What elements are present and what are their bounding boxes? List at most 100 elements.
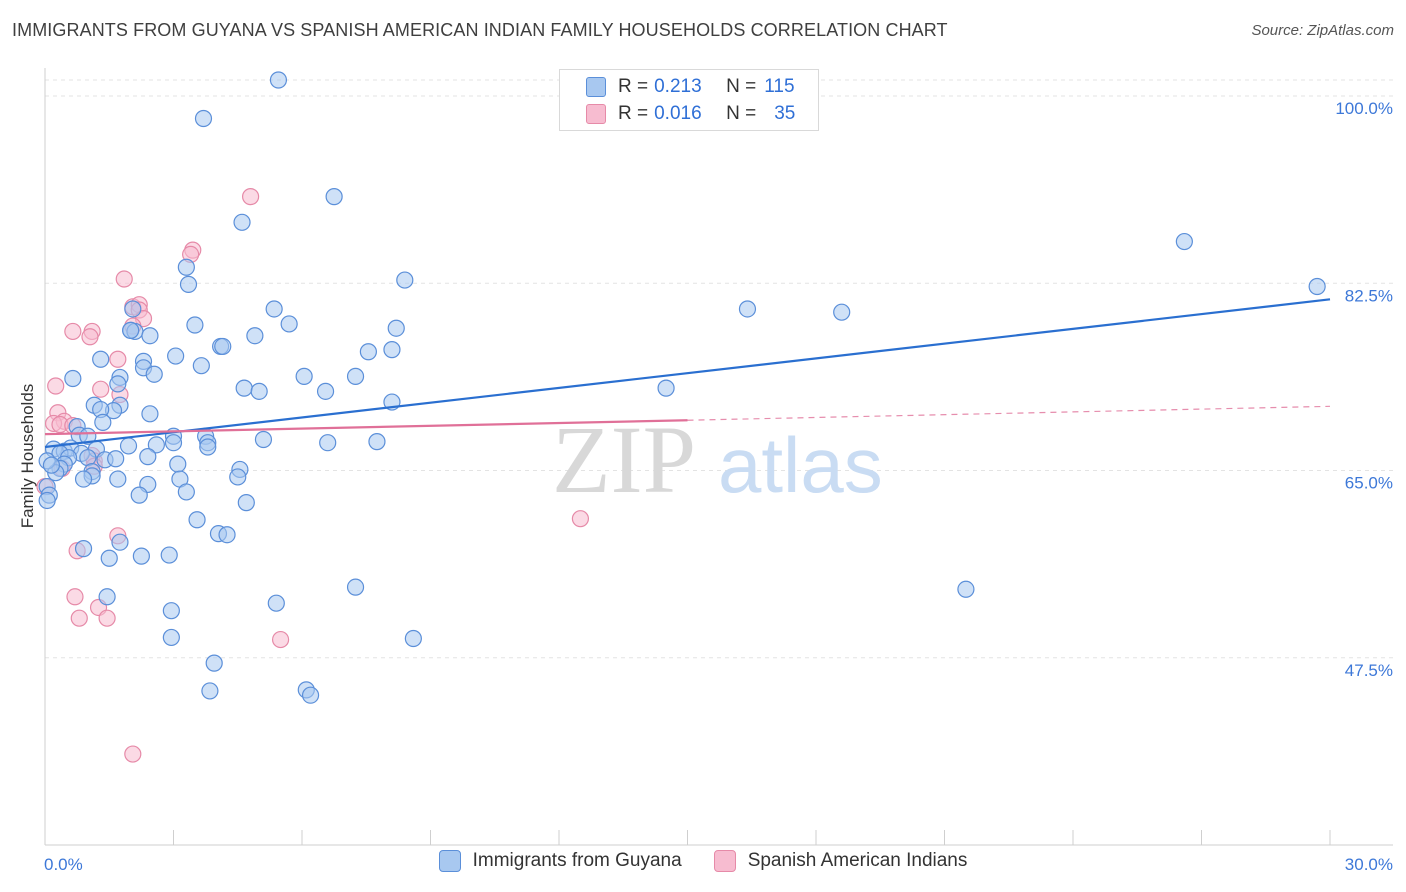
legend-swatch-blue — [586, 77, 606, 97]
legend-n-value: 115 — [764, 76, 795, 97]
legend-swatch-pink — [713, 850, 736, 872]
data-point-guyana — [141, 327, 159, 345]
data-point-guyana — [280, 315, 298, 333]
data-point-guyana — [295, 367, 313, 385]
data-point-guyana — [833, 303, 851, 321]
data-point-guyana — [141, 405, 159, 423]
data-point-spanish — [124, 745, 142, 763]
series-legend: Immigrants from Guyana Spanish American … — [0, 850, 1406, 872]
stats-legend: R = 0.213 N = 115 R = 0.016 N = 35 — [559, 69, 819, 131]
data-point-guyana — [267, 594, 285, 612]
data-point-guyana — [383, 341, 401, 359]
chart-title: IMMIGRANTS FROM GUYANA VS SPANISH AMERIC… — [12, 20, 948, 40]
data-point-guyana — [38, 491, 56, 510]
data-point-spanish — [115, 270, 133, 288]
data-point-guyana — [319, 434, 337, 452]
data-point-guyana — [145, 365, 163, 383]
data-point-guyana — [169, 455, 187, 473]
data-point-guyana — [192, 357, 210, 375]
data-point-spanish — [571, 510, 590, 528]
data-point-guyana — [254, 430, 273, 449]
data-point-guyana — [205, 654, 223, 672]
data-point-spanish — [271, 630, 290, 649]
data-point-guyana — [74, 470, 93, 488]
legend-label-spanish: Spanish American Indians — [747, 850, 968, 871]
data-point-spanish — [47, 377, 65, 395]
data-point-guyana — [346, 367, 365, 385]
x-tick-label: 30.0% — [1345, 855, 1393, 874]
data-point-guyana — [139, 448, 157, 466]
data-point-guyana — [94, 413, 112, 431]
legend-swatch-blue — [438, 850, 461, 872]
data-point-guyana — [177, 483, 195, 501]
watermark-zip: ZIP — [552, 406, 696, 513]
source-label: Source: ZipAtlas.com — [1251, 22, 1394, 39]
data-point-guyana — [201, 682, 219, 700]
legend-item-guyana[interactable]: Immigrants from Guyana — [438, 850, 682, 872]
data-point-guyana — [199, 438, 217, 456]
data-point-guyana — [218, 526, 236, 544]
data-point-guyana — [64, 369, 82, 388]
data-point-spanish — [98, 609, 116, 627]
data-point-guyana — [111, 533, 129, 551]
data-point-guyana — [186, 316, 204, 334]
trend-line-spanish — [44, 419, 688, 436]
data-point-guyana — [387, 319, 405, 337]
data-point-guyana — [738, 300, 757, 318]
data-point-spanish — [109, 350, 127, 368]
watermark: ZIP atlas — [552, 406, 883, 513]
data-point-guyana — [235, 379, 253, 397]
data-point-guyana — [957, 580, 975, 598]
data-point-guyana — [250, 382, 268, 400]
data-point-guyana — [132, 547, 150, 565]
data-point-guyana — [122, 321, 140, 339]
data-point-guyana — [98, 588, 116, 606]
data-point-guyana — [177, 258, 195, 276]
data-point-guyana — [657, 379, 675, 397]
data-point-guyana — [160, 546, 178, 564]
data-point-guyana — [109, 470, 127, 488]
data-point-guyana — [179, 275, 198, 293]
legend-row-spanish: R = 0.016 N = 35 — [586, 102, 795, 126]
data-point-guyana — [162, 602, 180, 620]
data-point-guyana — [396, 271, 414, 289]
data-point-guyana — [368, 433, 386, 451]
data-point-guyana — [107, 450, 125, 468]
data-point-guyana — [346, 578, 365, 596]
data-point-guyana — [316, 382, 335, 400]
data-point-spanish — [242, 188, 260, 206]
data-point-guyana — [237, 494, 255, 512]
data-point-spanish — [81, 328, 99, 346]
trend-lines — [44, 298, 1331, 449]
data-point-guyana — [301, 686, 320, 704]
legend-r-value: 0.016 — [654, 103, 702, 124]
legend-row-guyana: R = 0.213 N = 115 — [586, 75, 795, 99]
y-tick-label: 65.0% — [1345, 474, 1393, 493]
data-point-guyana — [229, 468, 247, 486]
legend-label-guyana: Immigrants from Guyana — [472, 850, 682, 871]
legend-item-spanish[interactable]: Spanish American Indians — [713, 850, 968, 872]
watermark-atlas: atlas — [718, 421, 883, 509]
trend-line-spanish-extension — [687, 405, 1331, 421]
data-point-guyana — [42, 456, 61, 474]
data-point-guyana — [92, 350, 110, 368]
data-point-guyana — [162, 628, 180, 647]
data-point-guyana — [1175, 232, 1193, 251]
data-point-guyana — [233, 213, 251, 231]
data-point-guyana — [164, 434, 183, 452]
data-point-guyana — [124, 300, 142, 318]
legend-r-label: R = — [618, 76, 649, 97]
series-immigrants-from-guyana — [38, 71, 1326, 704]
legend-r-value: 0.213 — [654, 76, 702, 97]
data-point-guyana — [269, 71, 288, 89]
legend-swatch-pink — [586, 104, 606, 124]
data-point-spanish — [70, 609, 88, 627]
data-point-guyana — [188, 511, 206, 529]
data-point-guyana — [74, 540, 93, 558]
data-point-guyana — [100, 549, 118, 567]
data-point-guyana — [246, 327, 264, 345]
legend-n-value: 35 — [774, 103, 796, 124]
trend-line-guyana — [44, 298, 1331, 449]
data-point-guyana — [119, 437, 138, 455]
